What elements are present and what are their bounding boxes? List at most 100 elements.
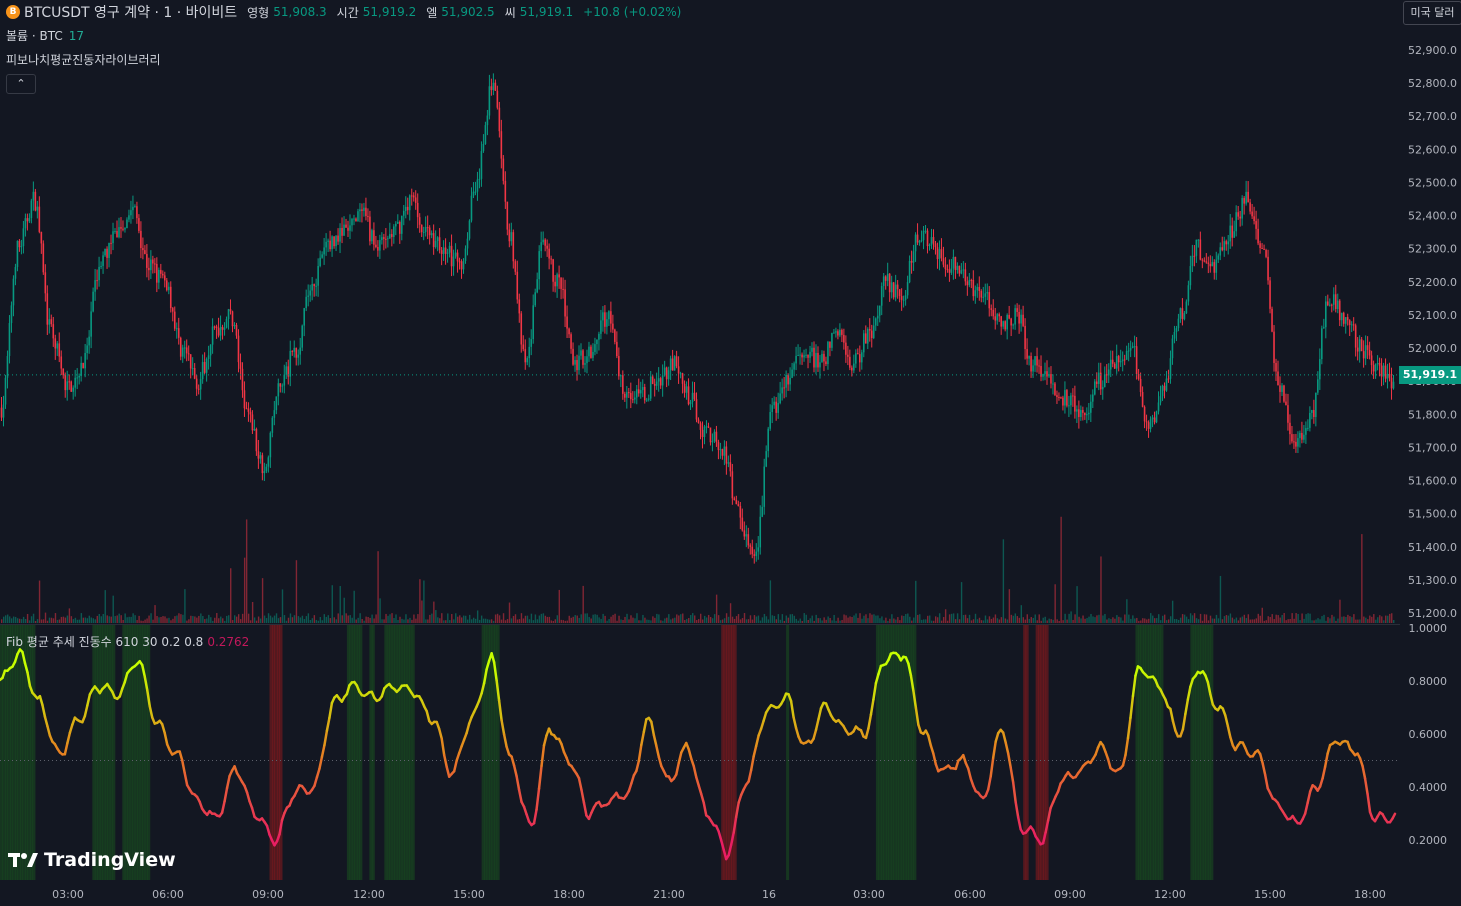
candle-body <box>1137 373 1140 379</box>
volume-bar <box>1062 620 1064 623</box>
candle-body <box>165 280 168 291</box>
volume-bar <box>1016 616 1019 623</box>
volume-bar <box>351 617 353 623</box>
oversold-zone <box>1045 625 1049 880</box>
oscillator-segment <box>21 650 27 665</box>
volume-bar <box>50 617 53 623</box>
candle-body <box>339 227 341 242</box>
volume-bar <box>560 619 562 623</box>
volume-bar <box>417 614 419 623</box>
volume-bar <box>558 589 560 623</box>
candle-body <box>612 323 614 330</box>
volume-bar <box>632 617 634 623</box>
volume-bar <box>805 614 807 623</box>
volume-bar <box>1377 617 1379 623</box>
tradingview-watermark[interactable]: TradingView <box>8 849 176 871</box>
volume-legend[interactable]: 볼륨 · BTC 17 <box>6 27 84 44</box>
volume-bar <box>1084 618 1086 623</box>
volume-bar <box>594 614 596 623</box>
candle-body <box>727 462 730 464</box>
volume-bar <box>532 620 535 623</box>
candle-body <box>797 355 799 357</box>
volume-bar <box>660 620 662 623</box>
candle-body <box>1175 328 1178 333</box>
symbol-title[interactable]: BTCUSDT 영구 계약 · 1 · 바이비트 <box>24 5 238 21</box>
candle-body <box>502 158 505 181</box>
indicator-legend[interactable]: Fib 평균 추세 진동수 610 30 0.2 0.8 0.2762 <box>6 633 249 650</box>
candle-body <box>1253 216 1255 222</box>
candle-body <box>789 377 791 385</box>
volume-bar <box>295 560 298 623</box>
volume-bar <box>271 617 274 623</box>
volume-bar <box>749 615 752 623</box>
candle-body <box>54 338 57 349</box>
oscillator-segment <box>929 744 935 755</box>
candle-body <box>1243 198 1245 204</box>
candle-body <box>355 218 357 222</box>
volume-bar <box>1112 617 1114 623</box>
volume-bar <box>592 614 594 623</box>
candle-body <box>1113 363 1116 369</box>
candle-body <box>857 353 859 355</box>
volume-bar <box>978 617 981 623</box>
volume-bar <box>457 616 459 623</box>
volume-bar <box>321 620 324 623</box>
candle-body <box>717 441 720 450</box>
volume-bar <box>48 617 51 623</box>
oscillator-segment <box>437 727 443 740</box>
candle-body <box>641 386 644 391</box>
candle-body <box>960 270 963 274</box>
candle-body <box>934 243 937 248</box>
candle-body <box>990 308 993 310</box>
candle-body <box>349 225 351 231</box>
volume-bar <box>666 617 668 623</box>
candle-body <box>130 210 132 216</box>
volume-bar <box>684 619 686 623</box>
candle-body <box>18 240 21 248</box>
oscillator-segment <box>635 759 641 773</box>
candle-body <box>942 258 945 265</box>
volume-bar <box>455 613 457 623</box>
overbought-zone <box>1192 625 1196 880</box>
candle-body <box>110 242 112 244</box>
candle-body <box>426 227 429 229</box>
collapse-legend-button[interactable]: ⌃ <box>6 74 36 94</box>
oscillator-segment <box>1169 707 1175 723</box>
volume-bar <box>652 616 654 623</box>
volume-bar <box>1177 619 1180 623</box>
volume-bar <box>1307 613 1309 623</box>
volume-bar <box>781 614 784 623</box>
overbought-zone <box>134 625 138 880</box>
candle-body <box>709 427 712 443</box>
candle-body <box>962 269 965 271</box>
volume-bar <box>245 519 248 623</box>
volume-bar <box>976 619 979 623</box>
volume-bar <box>52 618 55 623</box>
candle-body <box>183 347 186 349</box>
candle-body <box>843 334 845 343</box>
candle-body <box>880 286 883 306</box>
overbought-zone <box>875 625 879 880</box>
library-legend[interactable]: 피보나치평균진동자라이브러리 <box>6 53 161 67</box>
volume-bar <box>239 619 242 623</box>
candle-body <box>106 248 108 258</box>
candle-body <box>1088 412 1090 415</box>
volume-bar <box>656 613 658 623</box>
symbol-header[interactable]: B BTCUSDT 영구 계약 · 1 · 바이비트 영형 51,908.3 시간… <box>6 2 681 22</box>
candle-body <box>303 308 305 326</box>
volume-bar <box>930 620 933 623</box>
oscillator-segment <box>280 811 286 822</box>
candle-body <box>771 405 773 413</box>
overbought-zone <box>7 625 11 880</box>
volume-bar <box>349 615 351 623</box>
volume-bar <box>144 619 146 623</box>
candle-body <box>878 305 881 316</box>
candle-body <box>1221 247 1224 251</box>
oscillator-segment <box>440 737 446 757</box>
volume-bar <box>674 617 676 623</box>
currency-button[interactable]: 미국 달러 <box>1403 1 1461 25</box>
volume-bar <box>375 614 377 623</box>
volume-bar <box>323 614 326 623</box>
volume-bar <box>1006 619 1009 623</box>
